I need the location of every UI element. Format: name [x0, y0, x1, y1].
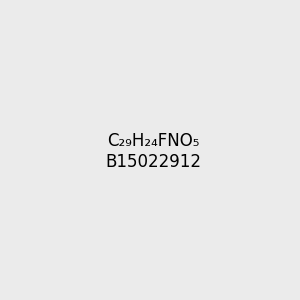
Text: C₂₉H₂₄FNO₅
B15022912: C₂₉H₂₄FNO₅ B15022912 [106, 132, 202, 171]
